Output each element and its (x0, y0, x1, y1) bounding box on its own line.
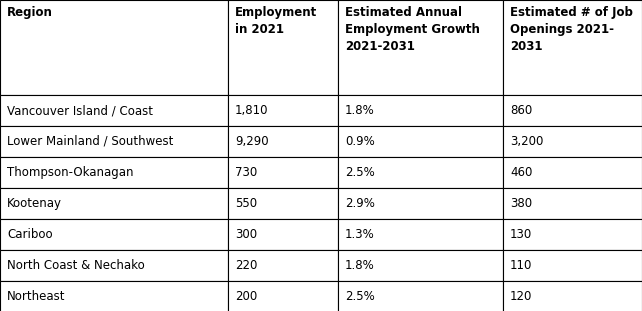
Text: 1,810: 1,810 (235, 104, 268, 117)
Bar (503, 0, 642, 95)
Bar (503, 188, 642, 219)
Text: Employment
in 2021: Employment in 2021 (235, 6, 317, 36)
Text: 860: 860 (510, 104, 532, 117)
Bar (503, 219, 642, 250)
Text: 1.8%: 1.8% (345, 104, 375, 117)
Text: Northeast: Northeast (7, 290, 65, 303)
Text: 730: 730 (235, 166, 257, 179)
Bar (338, 281, 503, 311)
Bar (503, 95, 642, 126)
Text: 300: 300 (235, 228, 257, 241)
Text: 200: 200 (235, 290, 257, 303)
Text: 2.9%: 2.9% (345, 197, 375, 210)
Text: 1.8%: 1.8% (345, 259, 375, 272)
Text: 120: 120 (510, 290, 532, 303)
Text: 9,290: 9,290 (235, 135, 268, 148)
Bar (503, 281, 642, 311)
Text: 2.5%: 2.5% (345, 290, 375, 303)
Bar (0, 188, 228, 219)
Bar (338, 0, 503, 95)
Text: 220: 220 (235, 259, 257, 272)
Bar (338, 250, 503, 281)
Bar (228, 188, 338, 219)
Text: 3,200: 3,200 (510, 135, 543, 148)
Text: 130: 130 (510, 228, 532, 241)
Bar (228, 126, 338, 157)
Bar (338, 188, 503, 219)
Text: North Coast & Nechako: North Coast & Nechako (7, 259, 144, 272)
Bar (228, 219, 338, 250)
Bar (228, 95, 338, 126)
Bar (0, 250, 228, 281)
Bar (0, 0, 228, 95)
Text: 110: 110 (510, 259, 532, 272)
Text: 550: 550 (235, 197, 257, 210)
Text: Kootenay: Kootenay (7, 197, 62, 210)
Text: Region: Region (7, 6, 53, 19)
Text: Cariboo: Cariboo (7, 228, 53, 241)
Bar (338, 157, 503, 188)
Text: 460: 460 (510, 166, 532, 179)
Bar (0, 126, 228, 157)
Bar (338, 219, 503, 250)
Text: 0.9%: 0.9% (345, 135, 375, 148)
Text: Lower Mainland / Southwest: Lower Mainland / Southwest (7, 135, 173, 148)
Bar (228, 0, 338, 95)
Text: Vancouver Island / Coast: Vancouver Island / Coast (7, 104, 153, 117)
Bar (503, 126, 642, 157)
Bar (503, 250, 642, 281)
Text: Estimated # of Job
Openings 2021-
2031: Estimated # of Job Openings 2021- 2031 (510, 6, 633, 53)
Bar (228, 157, 338, 188)
Bar (503, 157, 642, 188)
Bar (0, 95, 228, 126)
Text: 2.5%: 2.5% (345, 166, 375, 179)
Text: Estimated Annual
Employment Growth
2021-2031: Estimated Annual Employment Growth 2021-… (345, 6, 480, 53)
Bar (338, 95, 503, 126)
Bar (0, 157, 228, 188)
Bar (338, 126, 503, 157)
Bar (228, 250, 338, 281)
Text: 1.3%: 1.3% (345, 228, 375, 241)
Bar (0, 281, 228, 311)
Text: Thompson-Okanagan: Thompson-Okanagan (7, 166, 134, 179)
Text: 380: 380 (510, 197, 532, 210)
Bar (0, 219, 228, 250)
Bar (228, 281, 338, 311)
